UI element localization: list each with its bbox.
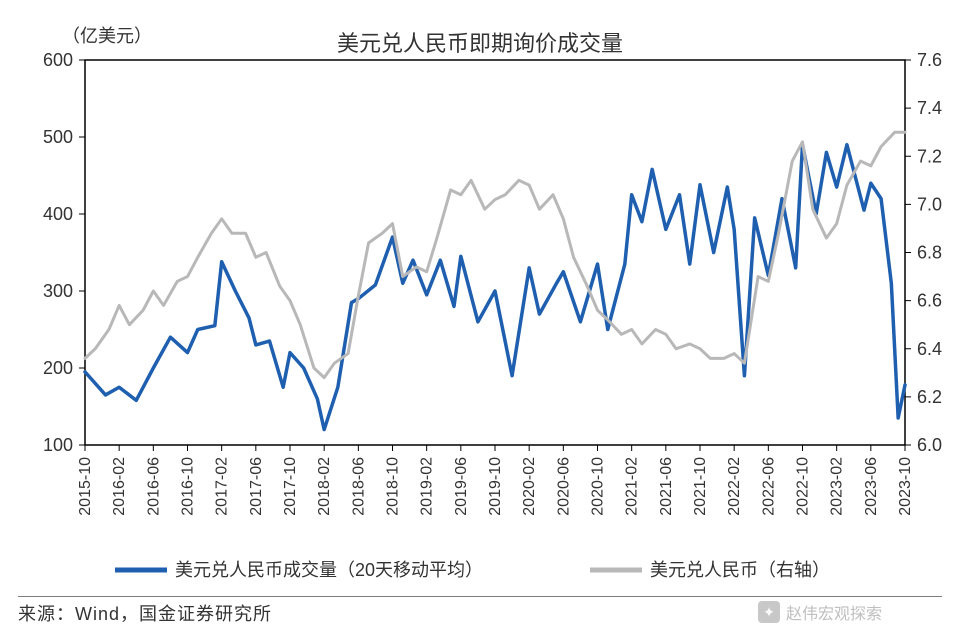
svg-text:美元兑人民币（右轴）: 美元兑人民币（右轴） xyxy=(650,560,830,580)
svg-text:6.2: 6.2 xyxy=(917,387,942,407)
svg-text:6.6: 6.6 xyxy=(917,291,942,311)
svg-text:2020-06: 2020-06 xyxy=(555,457,572,516)
svg-text:7.4: 7.4 xyxy=(917,98,942,118)
svg-text:2016-02: 2016-02 xyxy=(111,457,128,516)
svg-text:500: 500 xyxy=(43,127,73,147)
svg-text:2020-02: 2020-02 xyxy=(521,457,538,516)
svg-text:美元兑人民币成交量（20天移动平均）: 美元兑人民币成交量（20天移动平均） xyxy=(175,560,483,580)
svg-text:600: 600 xyxy=(43,50,73,70)
svg-text:7.2: 7.2 xyxy=(917,146,942,166)
chart-svg: 100 200 300 400 500 600 6.0 6.2 6.4 6.6 6.8 7.0 7.2 7… xyxy=(0,0,960,600)
svg-text:300: 300 xyxy=(43,281,73,301)
svg-text:2015-10: 2015-10 xyxy=(77,457,94,516)
svg-text:2022-10: 2022-10 xyxy=(795,457,812,516)
svg-text:2018-10: 2018-10 xyxy=(385,457,402,516)
svg-text:100: 100 xyxy=(43,435,73,455)
svg-text:2021-06: 2021-06 xyxy=(658,457,675,516)
svg-text:2016-10: 2016-10 xyxy=(180,457,197,516)
svg-text:2017-06: 2017-06 xyxy=(248,457,265,516)
source-text: 来源：Wind，国金证券研究所 xyxy=(18,600,272,626)
svg-text:6.8: 6.8 xyxy=(917,243,942,263)
svg-text:7.6: 7.6 xyxy=(917,50,942,70)
svg-text:2021-10: 2021-10 xyxy=(692,457,709,516)
svg-text:2023-02: 2023-02 xyxy=(829,457,846,516)
svg-text:2019-10: 2019-10 xyxy=(487,457,504,516)
svg-text:200: 200 xyxy=(43,358,73,378)
svg-text:2023-10: 2023-10 xyxy=(897,457,914,516)
svg-text:6.0: 6.0 xyxy=(917,435,942,455)
svg-text:400: 400 xyxy=(43,204,73,224)
watermark: ✦ 赵伟宏观探索 xyxy=(758,600,882,624)
wechat-icon: ✦ xyxy=(758,601,780,623)
svg-text:2020-10: 2020-10 xyxy=(590,457,607,516)
svg-text:2018-06: 2018-06 xyxy=(350,457,367,516)
svg-text:2017-02: 2017-02 xyxy=(214,457,231,516)
svg-text:2023-06: 2023-06 xyxy=(863,457,880,516)
svg-text:6.4: 6.4 xyxy=(917,339,942,359)
svg-text:2018-02: 2018-02 xyxy=(316,457,333,516)
svg-text:2022-06: 2022-06 xyxy=(760,457,777,516)
svg-text:2017-10: 2017-10 xyxy=(282,457,299,516)
svg-text:2019-02: 2019-02 xyxy=(419,457,436,516)
svg-text:2022-02: 2022-02 xyxy=(726,457,743,516)
svg-text:7.0: 7.0 xyxy=(917,194,942,214)
svg-text:2021-02: 2021-02 xyxy=(624,457,641,516)
svg-text:2019-06: 2019-06 xyxy=(453,457,470,516)
watermark-text: 赵伟宏观探索 xyxy=(786,600,882,624)
svg-text:2016-06: 2016-06 xyxy=(145,457,162,516)
